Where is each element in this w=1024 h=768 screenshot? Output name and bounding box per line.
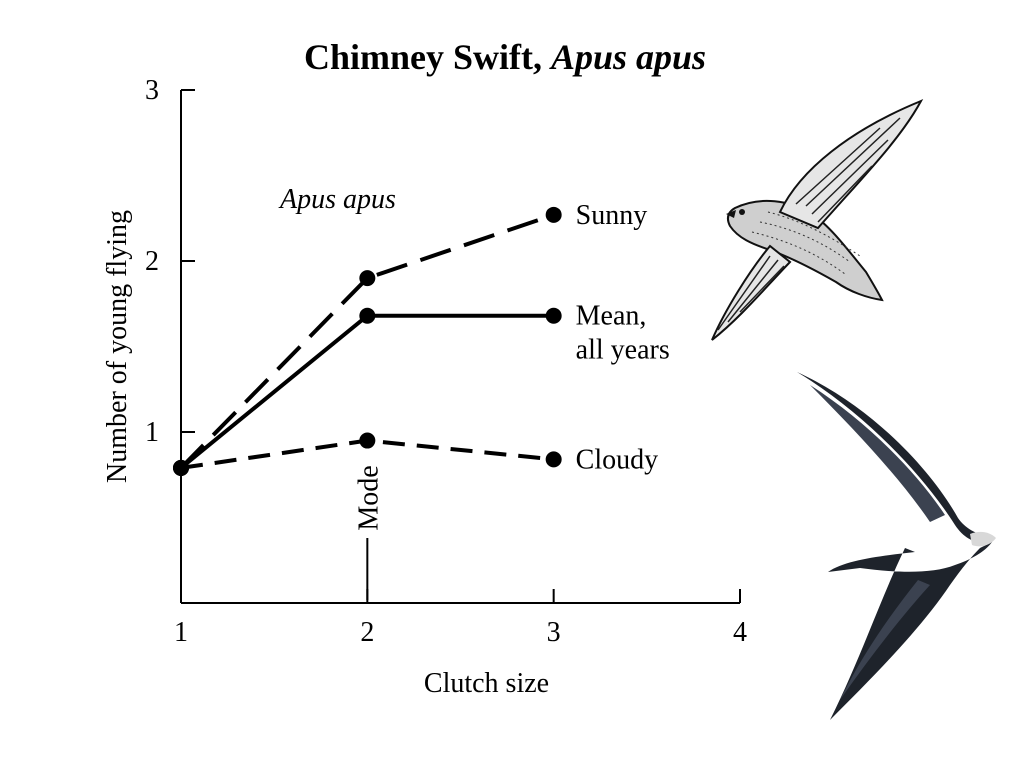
chart-labels: Clutch size Number of young flying Apus ap… — [102, 184, 670, 699]
swift-drawing-icon — [711, 99, 924, 341]
slide-title-italic: Apus apus — [550, 37, 707, 77]
x-axis-label: Clutch size — [424, 668, 549, 699]
y-tick-label: 2 — [145, 246, 159, 277]
series-label-mean-all-years: all years — [576, 335, 670, 366]
data-point-cloudy — [359, 432, 376, 449]
y-tick-label: 1 — [145, 417, 159, 448]
data-point-mean-all-years — [359, 307, 376, 324]
y-axis-label: Number of young flying — [102, 210, 133, 483]
data-point-sunny — [359, 270, 376, 287]
data-point-mean-all-years — [545, 307, 562, 324]
species-annotation: Apus apus — [278, 184, 396, 215]
data-point-cloudy — [173, 459, 189, 476]
series-label-cloudy: Cloudy — [576, 444, 658, 475]
series-label-mean-all-years: Mean, — [576, 301, 647, 332]
chart-axes — [180, 90, 740, 604]
slide-title: Chimney Swift, Apus apus — [0, 36, 1010, 78]
x-tick-label: 3 — [547, 617, 561, 648]
data-point-cloudy — [545, 451, 562, 468]
x-tick-label: 1 — [174, 617, 188, 648]
x-tick-label: 4 — [733, 617, 747, 648]
x-tick-label: 2 — [360, 617, 374, 648]
data-point-sunny — [545, 206, 562, 223]
slide-title-plain: Chimney Swift, — [303, 37, 551, 77]
mode-label: Mode — [353, 465, 384, 530]
chart-ticks: 1 2 3 4 1 2 3 — [145, 75, 747, 648]
swift-photo-icon — [797, 372, 996, 720]
chart-series — [173, 206, 562, 476]
series-line-sunny — [179, 212, 555, 470]
series-label-sunny: Sunny — [576, 200, 648, 231]
y-tick-label: 3 — [145, 75, 159, 106]
